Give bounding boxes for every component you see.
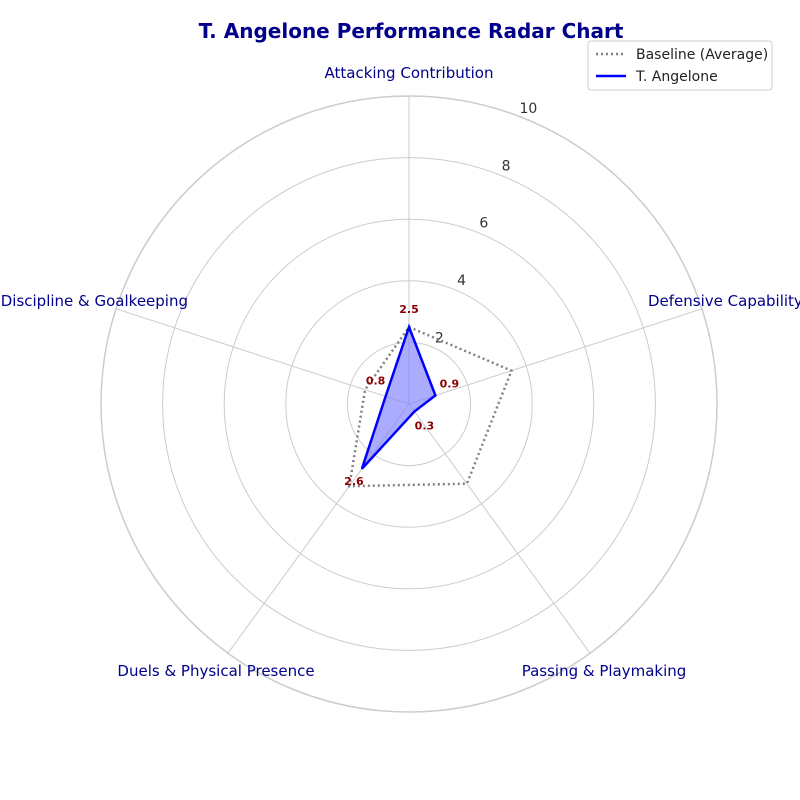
r-tick-label-6: 6 [479,216,488,232]
legend-label-baseline: Baseline (Average) [636,47,768,63]
axis-label-discipline-and-goalkeeping: Discipline & Goalkeeping [1,292,188,310]
series-area-t-angelone [361,327,436,469]
data-label-discipline-and-goalkeeping: 0.8 [366,374,386,387]
axis-label-defensive-capability: Defensive Capability [648,292,800,310]
radar-labels: 2.5 0.9 0.3 2.6 0.8 Attacking Contribution Def… [1,64,800,680]
spoke-passing-and-playmaking [408,403,591,654]
axis-label-attacking-contribution: Attacking Contribution [325,64,494,82]
legend-frame [587,40,773,91]
r-tick-label-2: 2 [435,331,444,347]
data-label-duels-and-physical-presence: 2.6 [344,475,364,488]
series-line-baseline-average [347,325,514,488]
axis-label-duels-and-physical-presence: Duels & Physical Presence [117,662,314,680]
data-label-attacking-contribution: 2.5 [399,303,419,316]
data-label-defensive-capability: 0.9 [440,377,460,390]
r-tick-label-10: 10 [519,101,537,117]
chart-title: T. Angelone Performance Radar Chart [199,19,624,43]
spoke-discipline-and-goalkeeping [115,308,410,405]
legend-label-angelone: T. Angelone [635,69,718,85]
radar-grid: 2 4 6 8 10 [100,95,718,713]
data-label-passing-and-playmaking: 0.3 [415,419,435,432]
series-line-t-angelone [360,323,437,470]
axis-label-passing-and-playmaking: Passing & Playmaking [522,662,687,680]
spoke-defensive-capability [408,308,703,405]
radar-series [347,323,514,488]
r-tick-label-8: 8 [502,158,511,174]
r-tick-label-4: 4 [457,273,466,289]
legend: Baseline (Average) T. Angelone [587,40,773,91]
